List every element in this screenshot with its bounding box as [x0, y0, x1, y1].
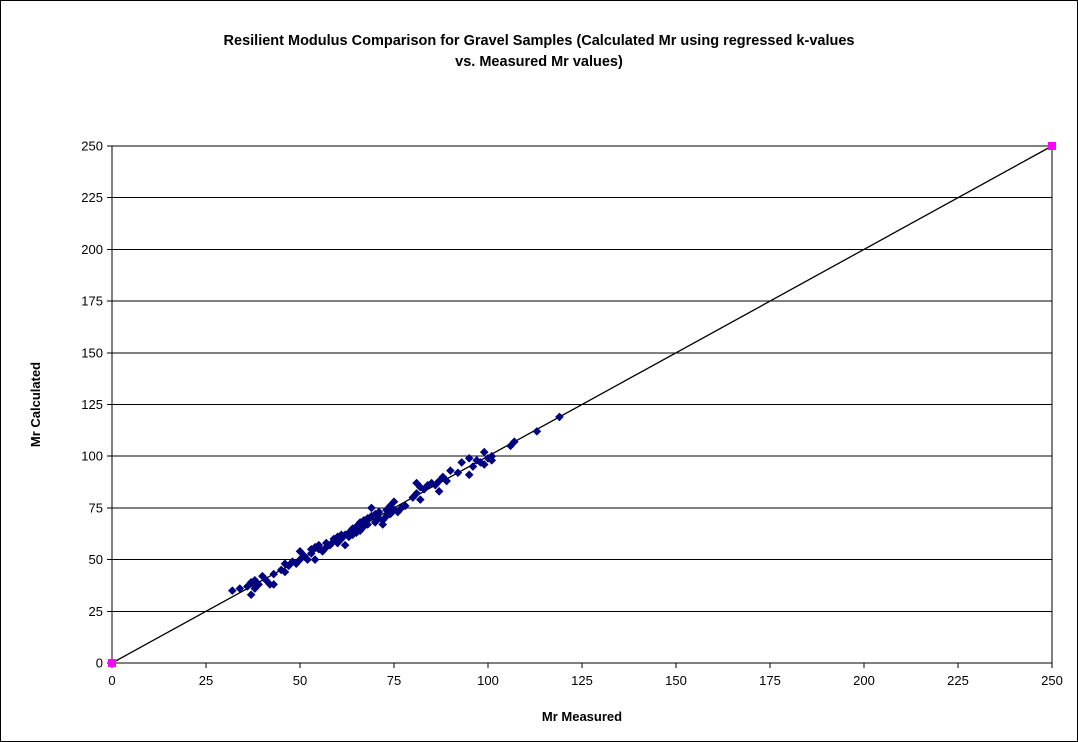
data-point: [479, 447, 489, 457]
y-tick-label: 150: [81, 345, 103, 360]
data-point: [423, 480, 433, 490]
data-point: [322, 542, 331, 552]
data-point: [510, 437, 519, 447]
y-axis-label: Mr Calculated: [28, 362, 43, 447]
data-point: [299, 551, 309, 560]
y-tick-label: 75: [89, 500, 103, 515]
x-tick-label: 175: [759, 673, 781, 688]
data-point: [243, 582, 252, 591]
data-point: [476, 458, 485, 467]
data-point: [295, 547, 305, 556]
data-point: [464, 470, 474, 480]
data-point: [464, 453, 474, 463]
chart-title-line1: Resilient Modulus Comparison for Gravel …: [223, 33, 855, 49]
data-point: [393, 507, 403, 517]
x-tick-label: 100: [477, 673, 499, 688]
data-point: [434, 476, 444, 486]
data-point: [235, 584, 245, 593]
data-point: [555, 412, 564, 422]
y-tick-label: 125: [81, 397, 103, 412]
x-tick-label: 50: [293, 673, 307, 688]
x-axis-label: Mr Measured: [542, 709, 622, 724]
data-point: [374, 507, 384, 517]
axes: [107, 145, 1053, 668]
y-tick-label: 200: [81, 242, 103, 257]
x-tick-label: 150: [665, 673, 687, 688]
data-point: [318, 547, 327, 556]
data-point: [385, 501, 395, 511]
data-point: [378, 520, 388, 529]
chart-title: Resilient Modulus Comparison for Gravel …: [0, 31, 1078, 73]
data-point: [446, 466, 455, 475]
data-point: [374, 513, 384, 523]
endpoint-marker: [108, 659, 116, 667]
x-tick-label: 75: [387, 673, 401, 688]
data-point: [314, 540, 324, 550]
data-point: [367, 503, 376, 513]
data-point: [385, 509, 395, 519]
data-point: [363, 513, 372, 523]
data-point: [246, 578, 256, 587]
y-tick-label: 175: [81, 294, 103, 309]
endpoint-marker: [1048, 142, 1056, 150]
data-point: [340, 540, 350, 550]
data-point: [306, 544, 316, 554]
data-point: [532, 427, 542, 436]
x-tick-label: 0: [108, 673, 115, 688]
x-tick-label: 250: [1041, 673, 1063, 688]
x-tick-label: 125: [571, 673, 593, 688]
data-point: [382, 511, 391, 521]
y-tick-label: 100: [81, 449, 103, 464]
data-point: [291, 559, 301, 569]
y-tick-label: 250: [81, 139, 103, 154]
data-point: [280, 567, 290, 577]
data-point: [434, 487, 444, 496]
x-tick-label: 200: [853, 673, 875, 688]
data-point: [250, 584, 260, 593]
data-point: [408, 493, 418, 502]
y-tick-label: 0: [96, 656, 103, 671]
data-point: [325, 540, 335, 550]
data-point: [457, 458, 466, 467]
data-point: [389, 497, 399, 506]
data-point: [479, 460, 489, 469]
data-point: [228, 586, 237, 595]
data-point: [363, 520, 372, 529]
data-points: [108, 142, 1056, 667]
y-tick-label: 225: [81, 190, 103, 205]
data-point: [254, 580, 263, 589]
data-point: [269, 569, 278, 579]
data-point: [400, 501, 410, 511]
data-point: [397, 503, 406, 513]
tick-labels: 0 25 50 75 100 125 150 175 200 225 250 0 25 50 75 100 12…: [81, 139, 1063, 689]
y-tick-label: 50: [89, 552, 103, 567]
chart-title-line2: vs. Measured Mr values): [455, 54, 623, 70]
data-point: [412, 489, 421, 498]
data-point: [468, 462, 478, 471]
data-point: [419, 484, 429, 494]
data-point: [431, 480, 440, 490]
data-point: [303, 555, 312, 564]
data-point: [269, 580, 278, 589]
reference-line: [111, 145, 1053, 664]
x-tick-label: 225: [947, 673, 969, 688]
reference-line-layer: [111, 145, 1053, 664]
data-point: [246, 590, 256, 600]
data-point: [367, 511, 376, 521]
y-tick-label: 25: [89, 604, 103, 619]
data-point: [310, 555, 320, 564]
data-point: [442, 476, 451, 486]
data-point: [416, 495, 425, 504]
data-point: [487, 451, 497, 461]
data-point: [359, 516, 369, 525]
gridlines: [112, 145, 1053, 663]
x-tick-label: 25: [199, 673, 213, 688]
data-point: [453, 468, 463, 478]
data-point: [310, 542, 320, 552]
